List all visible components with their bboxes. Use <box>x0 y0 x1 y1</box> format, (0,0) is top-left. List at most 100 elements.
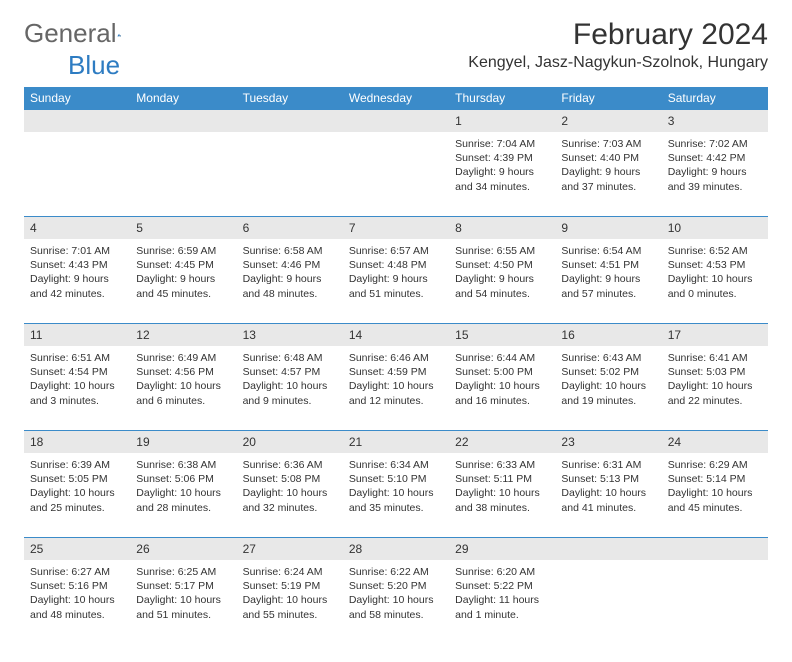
calendar-page: General February 2024 Kengyel, Jasz-Nagy… <box>0 0 792 662</box>
day-info: Sunrise: 6:29 AMSunset: 5:14 PMDaylight:… <box>668 458 762 515</box>
day-info-cell: Sunrise: 6:27 AMSunset: 5:16 PMDaylight:… <box>24 560 130 644</box>
day-number: 15 <box>455 328 468 342</box>
day-number: 23 <box>561 435 574 449</box>
day-number-cell: 19 <box>130 431 236 453</box>
day-info: Sunrise: 6:51 AMSunset: 4:54 PMDaylight:… <box>30 351 124 408</box>
day-number-cell: 21 <box>343 431 449 453</box>
day-number: 28 <box>349 542 362 556</box>
day-number-cell: 8 <box>449 217 555 239</box>
day-number-cell <box>130 110 236 132</box>
day-info: Sunrise: 6:31 AMSunset: 5:13 PMDaylight:… <box>561 458 655 515</box>
day-number-cell: 11 <box>24 324 130 346</box>
day-info: Sunrise: 6:24 AMSunset: 5:19 PMDaylight:… <box>243 565 337 622</box>
day-number: 18 <box>30 435 43 449</box>
title-block: February 2024 Kengyel, Jasz-Nagykun-Szol… <box>468 18 768 72</box>
week-info-row: Sunrise: 6:27 AMSunset: 5:16 PMDaylight:… <box>24 560 768 644</box>
day-header: Saturday <box>662 87 768 109</box>
location: Kengyel, Jasz-Nagykun-Szolnok, Hungary <box>468 54 768 72</box>
day-info: Sunrise: 6:39 AMSunset: 5:05 PMDaylight:… <box>30 458 124 515</box>
day-number-cell: 3 <box>662 110 768 132</box>
day-number-cell: 10 <box>662 217 768 239</box>
day-info-cell: Sunrise: 6:22 AMSunset: 5:20 PMDaylight:… <box>343 560 449 644</box>
day-info: Sunrise: 6:36 AMSunset: 5:08 PMDaylight:… <box>243 458 337 515</box>
logo-sail-icon <box>117 25 122 45</box>
day-info: Sunrise: 6:58 AMSunset: 4:46 PMDaylight:… <box>243 244 337 301</box>
day-number-cell: 25 <box>24 538 130 560</box>
day-number: 26 <box>136 542 149 556</box>
logo: General <box>24 18 145 49</box>
week-number-row: 25 26 27 28 29 <box>24 537 768 560</box>
day-number-cell: 27 <box>237 538 343 560</box>
day-info-cell: Sunrise: 7:03 AMSunset: 4:40 PMDaylight:… <box>555 132 661 216</box>
day-header: Sunday <box>24 87 130 109</box>
day-number: 29 <box>455 542 468 556</box>
day-info-cell: Sunrise: 6:31 AMSunset: 5:13 PMDaylight:… <box>555 453 661 537</box>
day-info: Sunrise: 6:52 AMSunset: 4:53 PMDaylight:… <box>668 244 762 301</box>
day-info: Sunrise: 7:03 AMSunset: 4:40 PMDaylight:… <box>561 137 655 194</box>
day-info-cell: Sunrise: 6:43 AMSunset: 5:02 PMDaylight:… <box>555 346 661 430</box>
calendar: SundayMondayTuesdayWednesdayThursdayFrid… <box>24 87 768 644</box>
day-info-cell: Sunrise: 6:59 AMSunset: 4:45 PMDaylight:… <box>130 239 236 323</box>
day-info: Sunrise: 6:44 AMSunset: 5:00 PMDaylight:… <box>455 351 549 408</box>
day-info: Sunrise: 7:01 AMSunset: 4:43 PMDaylight:… <box>30 244 124 301</box>
day-info-cell <box>24 132 130 216</box>
day-info: Sunrise: 6:25 AMSunset: 5:17 PMDaylight:… <box>136 565 230 622</box>
day-info-cell <box>343 132 449 216</box>
day-number-cell: 1 <box>449 110 555 132</box>
day-info-cell: Sunrise: 7:02 AMSunset: 4:42 PMDaylight:… <box>662 132 768 216</box>
day-info-cell: Sunrise: 6:25 AMSunset: 5:17 PMDaylight:… <box>130 560 236 644</box>
day-number-cell: 6 <box>237 217 343 239</box>
day-number: 11 <box>30 328 42 342</box>
day-number: 27 <box>243 542 256 556</box>
day-info-cell: Sunrise: 6:34 AMSunset: 5:10 PMDaylight:… <box>343 453 449 537</box>
day-number-cell: 12 <box>130 324 236 346</box>
week-number-row: 11 12 13 14 15 16 17 <box>24 323 768 346</box>
day-number: 14 <box>349 328 362 342</box>
day-number-cell: 9 <box>555 217 661 239</box>
day-info-cell: Sunrise: 6:48 AMSunset: 4:57 PMDaylight:… <box>237 346 343 430</box>
day-header: Wednesday <box>343 87 449 109</box>
day-info: Sunrise: 6:57 AMSunset: 4:48 PMDaylight:… <box>349 244 443 301</box>
day-info-cell: Sunrise: 7:04 AMSunset: 4:39 PMDaylight:… <box>449 132 555 216</box>
day-number-cell: 16 <box>555 324 661 346</box>
logo-text-general: General <box>24 18 117 49</box>
day-number: 8 <box>455 221 462 235</box>
day-number: 3 <box>668 114 675 128</box>
day-number-cell: 2 <box>555 110 661 132</box>
day-headers: SundayMondayTuesdayWednesdayThursdayFrid… <box>24 87 768 109</box>
day-info: Sunrise: 6:48 AMSunset: 4:57 PMDaylight:… <box>243 351 337 408</box>
logo-text-blue: Blue <box>68 50 120 80</box>
day-number-cell: 24 <box>662 431 768 453</box>
day-info-cell: Sunrise: 6:46 AMSunset: 4:59 PMDaylight:… <box>343 346 449 430</box>
day-info-cell: Sunrise: 6:54 AMSunset: 4:51 PMDaylight:… <box>555 239 661 323</box>
day-info-cell: Sunrise: 6:44 AMSunset: 5:00 PMDaylight:… <box>449 346 555 430</box>
day-info: Sunrise: 6:38 AMSunset: 5:06 PMDaylight:… <box>136 458 230 515</box>
day-info-cell: Sunrise: 6:29 AMSunset: 5:14 PMDaylight:… <box>662 453 768 537</box>
week-info-row: Sunrise: 6:39 AMSunset: 5:05 PMDaylight:… <box>24 453 768 537</box>
day-info: Sunrise: 6:55 AMSunset: 4:50 PMDaylight:… <box>455 244 549 301</box>
day-header: Thursday <box>449 87 555 109</box>
day-number-cell: 28 <box>343 538 449 560</box>
day-info-cell: Sunrise: 6:58 AMSunset: 4:46 PMDaylight:… <box>237 239 343 323</box>
day-info: Sunrise: 6:43 AMSunset: 5:02 PMDaylight:… <box>561 351 655 408</box>
day-info: Sunrise: 7:02 AMSunset: 4:42 PMDaylight:… <box>668 137 762 194</box>
day-number: 4 <box>30 221 37 235</box>
day-number-cell: 4 <box>24 217 130 239</box>
day-info-cell: Sunrise: 6:36 AMSunset: 5:08 PMDaylight:… <box>237 453 343 537</box>
day-number: 20 <box>243 435 256 449</box>
day-number: 16 <box>561 328 574 342</box>
day-info-cell: Sunrise: 6:39 AMSunset: 5:05 PMDaylight:… <box>24 453 130 537</box>
day-number: 1 <box>455 114 462 128</box>
day-info: Sunrise: 6:49 AMSunset: 4:56 PMDaylight:… <box>136 351 230 408</box>
day-number-cell: 29 <box>449 538 555 560</box>
day-number-cell: 7 <box>343 217 449 239</box>
day-info-cell: Sunrise: 7:01 AMSunset: 4:43 PMDaylight:… <box>24 239 130 323</box>
day-number-cell: 20 <box>237 431 343 453</box>
day-number-cell: 17 <box>662 324 768 346</box>
day-number: 5 <box>136 221 143 235</box>
day-number: 6 <box>243 221 250 235</box>
day-info: Sunrise: 6:22 AMSunset: 5:20 PMDaylight:… <box>349 565 443 622</box>
day-number-cell: 23 <box>555 431 661 453</box>
day-number-cell: 18 <box>24 431 130 453</box>
day-number: 13 <box>243 328 256 342</box>
